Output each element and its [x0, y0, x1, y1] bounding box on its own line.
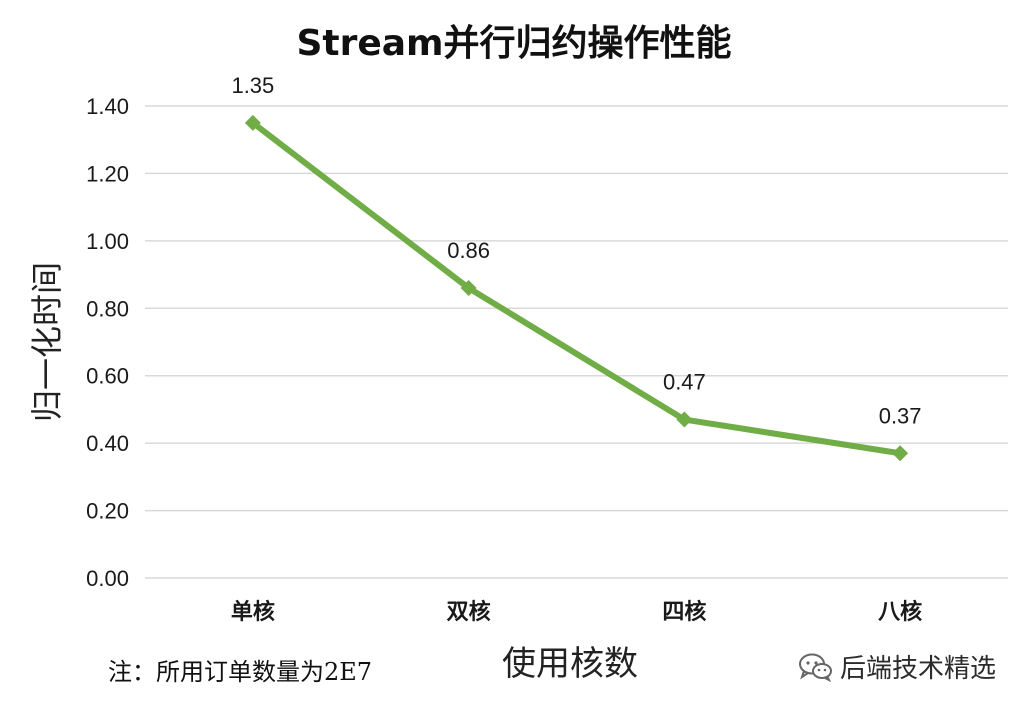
- y-tick-label: 1.20: [86, 161, 129, 186]
- y-tick-label: 0.40: [86, 431, 129, 456]
- y-axis-label: 归一化时间: [28, 261, 66, 423]
- x-category-label: 四核: [662, 599, 706, 625]
- y-tick-label: 1.00: [86, 229, 129, 254]
- wechat-icon: [798, 652, 834, 682]
- data-point-marker: [892, 445, 909, 462]
- data-point-marker: [460, 280, 477, 297]
- y-tick-label: 1.40: [86, 94, 129, 119]
- series-line: [249, 119, 904, 457]
- data-label-group: 1.35 0.86 0.47 0.37: [231, 73, 921, 428]
- y-tick-label: 0.00: [86, 566, 129, 591]
- footnote: 注：所用订单数量为2E7: [108, 658, 373, 686]
- chart-title: Stream并行归约操作性能: [296, 23, 732, 64]
- marker-group: [244, 114, 909, 462]
- data-point-marker: [244, 114, 261, 131]
- x-axis-categories: 单核 双核 四核 八核: [231, 599, 922, 625]
- y-tick-label: 0.80: [86, 296, 129, 321]
- y-axis-ticks: 0.00 0.20 0.40 0.60 0.80 1.00 1.20 1.40: [86, 94, 129, 591]
- data-label: 0.86: [447, 238, 490, 263]
- x-category-label: 双核: [447, 599, 491, 625]
- data-point-marker: [676, 411, 693, 428]
- data-label: 1.35: [231, 73, 274, 98]
- data-label: 0.37: [879, 403, 922, 428]
- x-category-label: 八核: [878, 599, 922, 625]
- y-tick-label: 0.20: [86, 499, 129, 524]
- series-line-group: [249, 119, 904, 457]
- watermark: 后端技术精选: [798, 648, 996, 685]
- x-axis-label: 使用核数: [502, 644, 638, 684]
- y-tick-label: 0.60: [86, 364, 129, 389]
- gridlines: [145, 105, 1008, 579]
- watermark-text: 后端技术精选: [839, 654, 996, 684]
- data-label: 0.47: [663, 370, 706, 395]
- x-category-label: 单核: [231, 599, 275, 625]
